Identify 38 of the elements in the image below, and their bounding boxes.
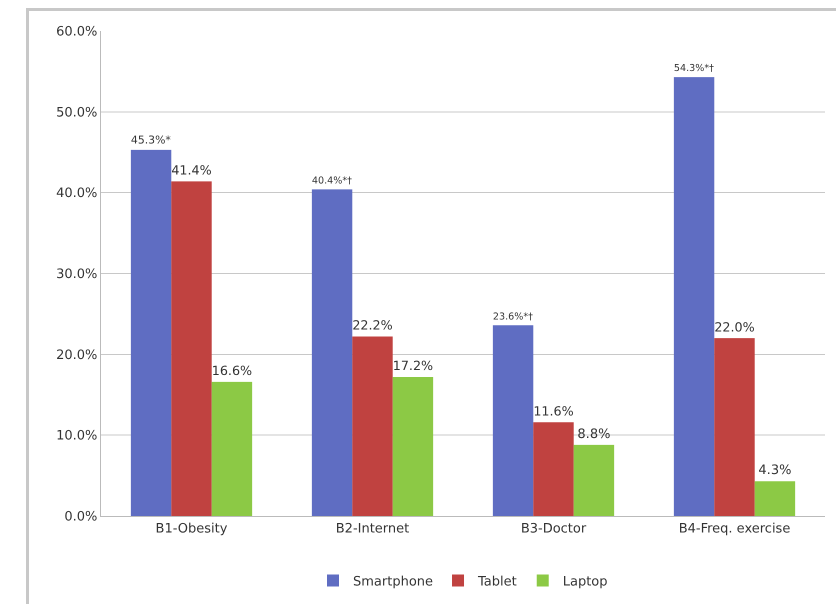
bar xyxy=(674,77,714,516)
data-label: 8.8% xyxy=(577,426,610,442)
bar xyxy=(533,422,574,516)
bar xyxy=(352,336,393,516)
data-label: 23.6%*† xyxy=(492,311,534,322)
data-label: 17.2% xyxy=(392,358,434,374)
data-label: 41.4% xyxy=(171,162,212,178)
data-label: 16.6% xyxy=(212,362,252,378)
bar xyxy=(171,181,212,516)
bar xyxy=(392,376,434,516)
bar xyxy=(492,325,534,516)
data-label: 40.4%*† xyxy=(312,175,352,186)
data-label: 54.3%*† xyxy=(674,63,714,74)
bar xyxy=(754,481,796,516)
legend-label: Tablet xyxy=(477,574,517,590)
bar xyxy=(212,382,252,516)
data-label: 11.6% xyxy=(533,403,574,418)
legend-label: Laptop xyxy=(562,574,608,590)
y-tick-label: 20.0% xyxy=(56,348,98,363)
x-tick-label: B3-Doctor xyxy=(520,522,587,537)
x-tick-label: B1-Obesity xyxy=(156,522,228,537)
y-tick-label: 30.0% xyxy=(56,267,98,282)
y-tick-label: 60.0% xyxy=(56,24,98,40)
legend-label: Smartphone xyxy=(353,574,434,590)
bar xyxy=(714,338,755,516)
bar xyxy=(312,189,352,516)
data-label: 22.2% xyxy=(352,318,393,333)
y-tick-label: 50.0% xyxy=(56,105,98,120)
y-tick-label: 40.0% xyxy=(56,186,98,202)
y-tick-label: 10.0% xyxy=(56,428,98,444)
data-label: 4.3% xyxy=(758,463,792,478)
x-tick-label: B4-Freq. exercise xyxy=(678,522,790,537)
y-tick-label: 0.0% xyxy=(64,510,98,525)
data-label: 22.0% xyxy=(714,319,755,334)
x-tick-label: B2-Internet xyxy=(336,522,410,537)
data-label: 45.3%* xyxy=(130,133,172,146)
bar xyxy=(574,444,614,516)
bar xyxy=(130,150,172,516)
